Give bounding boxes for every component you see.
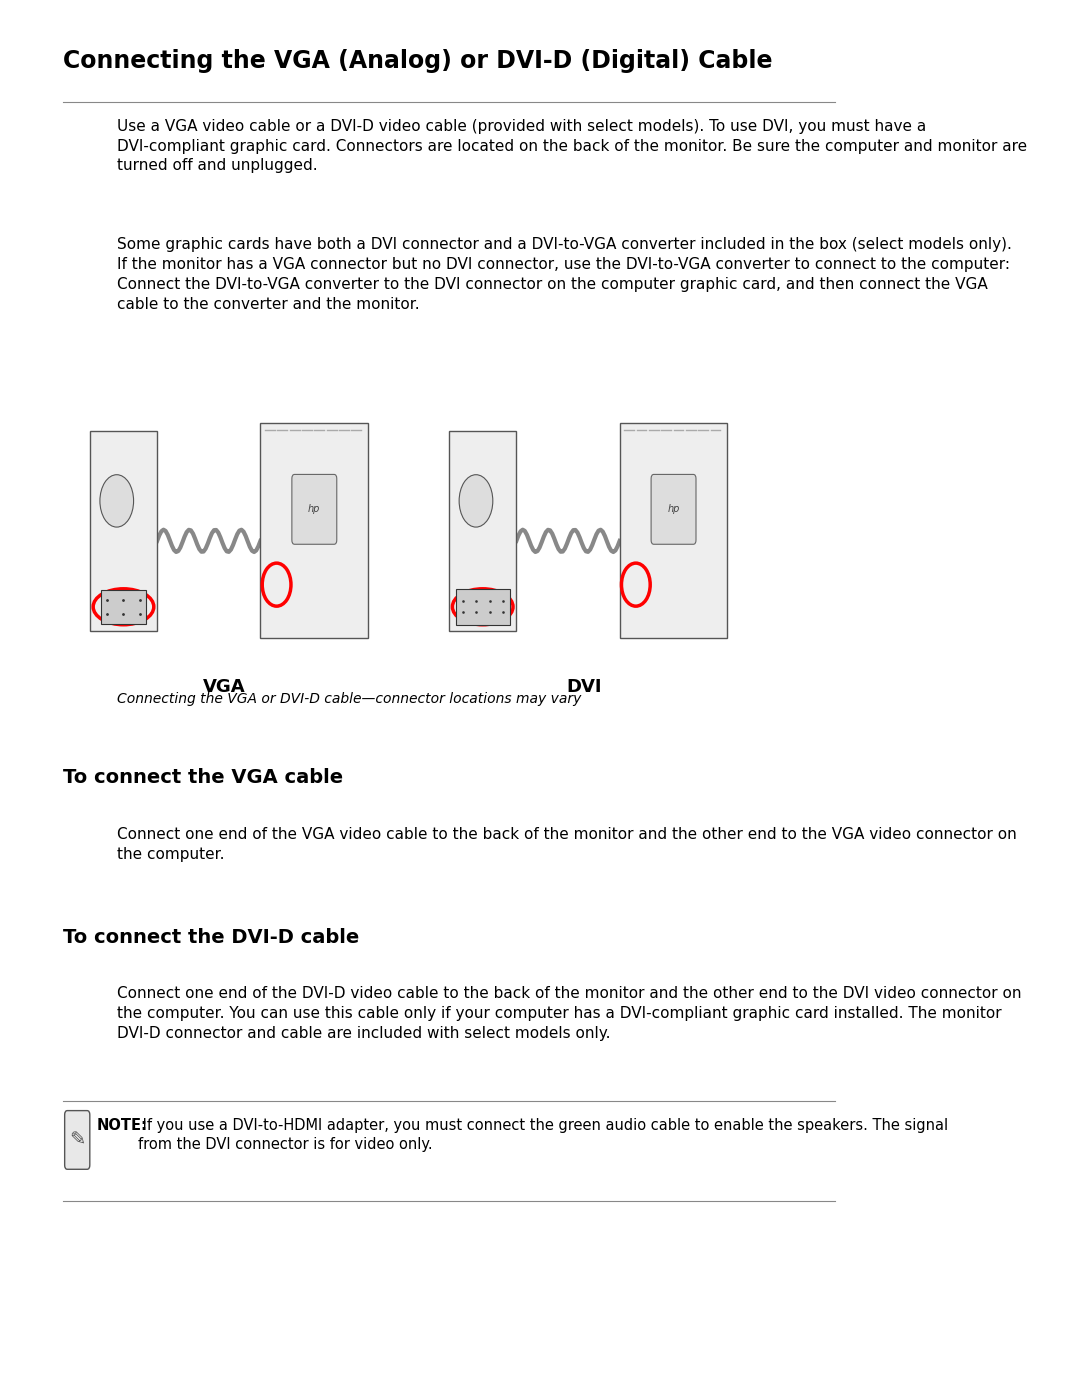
FancyBboxPatch shape [651, 475, 696, 545]
Text: Some graphic cards have both a DVI connector and a DVI-to-VGA converter included: Some graphic cards have both a DVI conne… [117, 237, 1012, 312]
Ellipse shape [262, 563, 291, 606]
FancyBboxPatch shape [90, 432, 158, 631]
Text: To connect the VGA cable: To connect the VGA cable [63, 768, 343, 788]
Text: VGA: VGA [203, 678, 246, 696]
FancyBboxPatch shape [102, 590, 146, 623]
Ellipse shape [453, 588, 513, 624]
FancyBboxPatch shape [620, 423, 728, 638]
Text: DVI: DVI [566, 678, 602, 696]
FancyBboxPatch shape [456, 588, 510, 624]
Text: hp: hp [308, 504, 321, 514]
FancyBboxPatch shape [292, 475, 337, 545]
FancyBboxPatch shape [65, 1111, 90, 1169]
FancyBboxPatch shape [260, 423, 368, 638]
Circle shape [100, 475, 134, 527]
Ellipse shape [621, 563, 650, 606]
Text: Connecting the VGA (Analog) or DVI-D (Digital) Cable: Connecting the VGA (Analog) or DVI-D (Di… [63, 49, 772, 73]
Text: To connect the DVI-D cable: To connect the DVI-D cable [63, 928, 360, 947]
FancyBboxPatch shape [449, 432, 516, 631]
Text: Use a VGA video cable or a DVI-D video cable (provided with select models). To u: Use a VGA video cable or a DVI-D video c… [117, 119, 1027, 173]
Text: hp: hp [667, 504, 679, 514]
Text: NOTE:: NOTE: [97, 1118, 148, 1133]
Text: Connect one end of the DVI-D video cable to the back of the monitor and the othe: Connect one end of the DVI-D video cable… [117, 986, 1022, 1041]
Text: ✎: ✎ [69, 1130, 85, 1150]
Text: Connecting the VGA or DVI-D cable—connector locations may vary: Connecting the VGA or DVI-D cable—connec… [117, 692, 581, 705]
Text: Connect one end of the VGA video cable to the back of the monitor and the other : Connect one end of the VGA video cable t… [117, 827, 1016, 862]
Text: If you use a DVI-to-HDMI adapter, you must connect the green audio cable to enab: If you use a DVI-to-HDMI adapter, you mu… [138, 1118, 948, 1153]
Ellipse shape [93, 588, 153, 624]
Circle shape [459, 475, 492, 527]
